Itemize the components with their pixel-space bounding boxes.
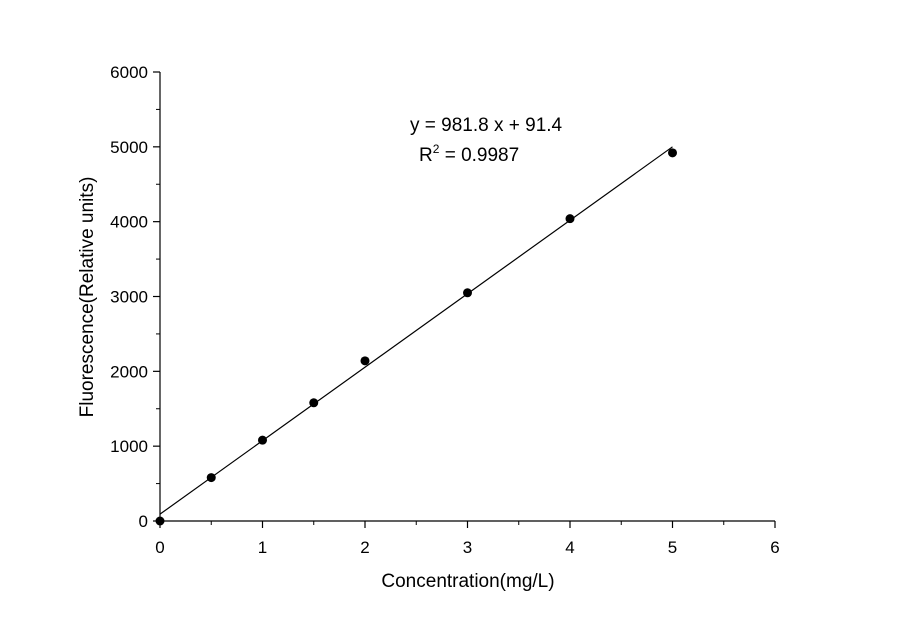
- x-tick-label: 5: [668, 538, 677, 557]
- data-point: [206, 473, 216, 483]
- data-point: [668, 148, 677, 158]
- y-tick-label: 0: [139, 512, 148, 531]
- r-squared-value: = 0.9987: [439, 145, 519, 166]
- x-tick-label: 1: [258, 538, 267, 557]
- y-tick-label: 4000: [110, 213, 148, 232]
- y-tick-label: 2000: [110, 362, 148, 381]
- x-axis-label: Concentration(mg/L): [381, 571, 554, 592]
- data-points: [155, 148, 677, 526]
- x-tick-label: 4: [565, 538, 574, 557]
- data-point: [565, 214, 575, 224]
- axes: 0 1 2 3 4 5 6 0 1000 2000 3000 4000 5000 6000: [110, 63, 780, 557]
- x-tick-label: 6: [770, 538, 779, 557]
- x-tick-label: 2: [360, 538, 369, 557]
- r-squared-label: R2 = 0.9987: [419, 142, 519, 166]
- data-point: [155, 516, 165, 526]
- r-squared-superscript: 2: [433, 142, 440, 156]
- x-tick-label: 3: [463, 538, 472, 557]
- fit-equation: y = 981.8 x + 91.4: [410, 115, 563, 136]
- y-tick-label: 1000: [110, 437, 148, 456]
- fit-line: [159, 146, 673, 515]
- data-point: [309, 398, 319, 408]
- data-point: [258, 435, 267, 445]
- data-point: [360, 356, 370, 366]
- data-point: [463, 288, 472, 298]
- y-axis-label: Fluorescence(Relative units): [77, 177, 98, 418]
- labels: Concentration(mg/L) Fluorescence(Relativ…: [77, 115, 563, 592]
- y-tick-label: 6000: [110, 63, 148, 82]
- y-tick-label: 5000: [110, 138, 148, 157]
- y-tick-label: 3000: [110, 288, 148, 307]
- x-tick-label: 0: [155, 538, 164, 557]
- r-squared-symbol: R: [419, 145, 433, 166]
- fit-line-layer: [159, 146, 673, 515]
